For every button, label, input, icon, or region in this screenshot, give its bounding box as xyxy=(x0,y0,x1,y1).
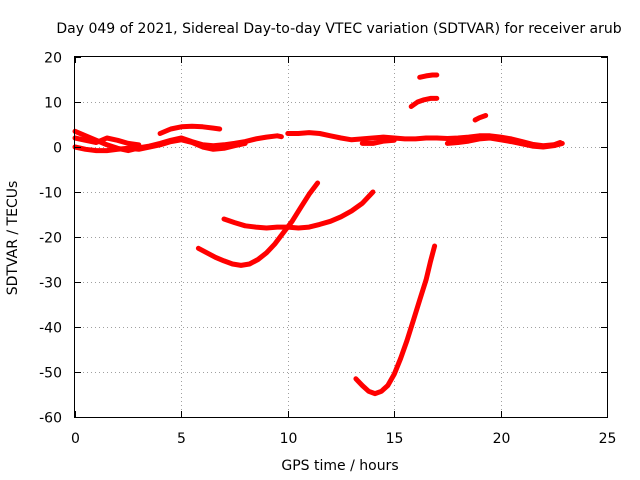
y-tick-label: -50 xyxy=(39,366,62,382)
trace-baseline-f xyxy=(444,135,565,150)
y-tick-label: 20 xyxy=(44,51,62,67)
y-tick-label: -40 xyxy=(39,321,62,337)
x-tick-label: 10 xyxy=(280,431,298,447)
trace-high-a xyxy=(417,72,440,80)
trace-baseline-c xyxy=(72,135,142,148)
trace-baseline-e xyxy=(359,137,397,146)
y-tick-label: -60 xyxy=(39,411,62,427)
trace-high-b xyxy=(408,95,440,109)
x-tick-label: 5 xyxy=(177,431,186,447)
x-tick-labels: 0 5 10 15 20 25 xyxy=(71,431,616,447)
x-tick-label: 20 xyxy=(493,431,511,447)
trace-arc-a xyxy=(195,180,321,268)
y-tick-label: -30 xyxy=(39,276,62,292)
y-axis-label: SDTVAR / TECUs xyxy=(5,181,21,296)
x-tick-label: 25 xyxy=(599,431,617,447)
plot-frame xyxy=(74,56,608,418)
x-tick-label: 15 xyxy=(386,431,404,447)
series-group xyxy=(72,72,565,397)
y-tick-labels: -60 -50 -40 -30 -20 -10 0 10 20 xyxy=(39,51,62,427)
chart-title: Day 049 of 2021, Sidereal Day-to-day VTE… xyxy=(56,21,621,37)
trace-arc-c xyxy=(353,243,438,397)
grid xyxy=(75,57,607,417)
trace-hump xyxy=(157,123,223,136)
y-tick-label: 10 xyxy=(44,96,62,112)
y-tick-label: -20 xyxy=(39,231,62,247)
trace-baseline-b xyxy=(72,137,248,154)
ticks xyxy=(75,57,608,418)
trace-arc-b xyxy=(221,189,376,231)
trace-high-c xyxy=(472,113,489,123)
y-tick-label: -10 xyxy=(39,186,62,202)
y-tick-label: 0 xyxy=(53,141,62,157)
x-axis-label: GPS time / hours xyxy=(281,458,398,474)
x-tick-label: 0 xyxy=(71,431,80,447)
